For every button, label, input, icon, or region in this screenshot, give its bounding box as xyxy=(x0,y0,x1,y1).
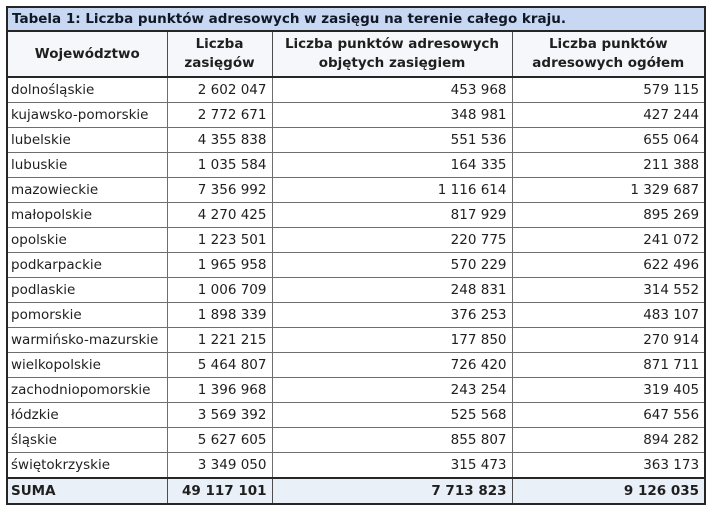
document-page: Tabela 1: Liczba punktów adresowych w za… xyxy=(6,6,707,505)
summary-punkty-objete: 7 713 823 xyxy=(271,477,513,505)
punkty-objete-cell: 855 807 xyxy=(271,427,513,453)
wojewodztwo-cell: wielkopolskie xyxy=(6,352,168,378)
liczba-zasiegow-cell: 7 356 992 xyxy=(166,177,273,203)
address-points-table: Tabela 1: Liczba punktów adresowych w za… xyxy=(6,6,707,505)
punkty-objete-cell: 551 536 xyxy=(271,127,513,153)
summary-row: SUMA 49 117 101 7 713 823 9 126 035 xyxy=(6,477,706,505)
liczba-zasiegow-cell: 5 464 807 xyxy=(166,352,273,378)
punkty-ogolem-cell: 655 064 xyxy=(511,127,706,153)
table-row: świętokrzyskie 3 349 050 315 473 363 173 xyxy=(6,452,706,479)
table-row: warmińsko-mazurskie 1 221 215 177 850 27… xyxy=(6,327,706,353)
punkty-ogolem-cell: 211 388 xyxy=(511,152,706,178)
wojewodztwo-cell: zachodniopomorskie xyxy=(6,377,168,403)
punkty-objete-cell: 243 254 xyxy=(271,377,513,403)
wojewodztwo-cell: lubelskie xyxy=(6,127,168,153)
summary-punkty-ogolem: 9 126 035 xyxy=(511,477,706,505)
liczba-zasiegow-cell: 1 035 584 xyxy=(166,152,273,178)
table-row: lubelskie 4 355 838 551 536 655 064 xyxy=(6,127,706,153)
table-row: podkarpackie 1 965 958 570 229 622 496 xyxy=(6,252,706,278)
punkty-ogolem-cell: 314 552 xyxy=(511,277,706,303)
punkty-ogolem-cell: 871 711 xyxy=(511,352,706,378)
table-header-row: Województwo Liczba zasięgów Liczba punkt… xyxy=(6,31,706,78)
wojewodztwo-cell: pomorskie xyxy=(6,302,168,328)
punkty-ogolem-cell: 1 329 687 xyxy=(511,177,706,203)
punkty-objete-cell: 726 420 xyxy=(271,352,513,378)
table-row: wielkopolskie 5 464 807 726 420 871 711 xyxy=(6,352,706,378)
wojewodztwo-cell: warmińsko-mazurskie xyxy=(6,327,168,353)
punkty-objete-cell: 453 968 xyxy=(271,76,513,103)
table-row: mazowieckie 7 356 992 1 116 614 1 329 68… xyxy=(6,177,706,203)
punkty-ogolem-cell: 270 914 xyxy=(511,327,706,353)
column-header-wojewodztwo: Województwo xyxy=(6,31,168,78)
liczba-zasiegow-cell: 5 627 605 xyxy=(166,427,273,453)
table-row: małopolskie 4 270 425 817 929 895 269 xyxy=(6,202,706,228)
wojewodztwo-cell: łódzkie xyxy=(6,402,168,428)
wojewodztwo-cell: śląskie xyxy=(6,427,168,453)
punkty-ogolem-cell: 363 173 xyxy=(511,452,706,479)
table-title: Tabela 1: Liczba punktów adresowych w za… xyxy=(7,7,706,32)
liczba-zasiegow-cell: 1 223 501 xyxy=(166,227,273,253)
liczba-zasiegow-cell: 3 349 050 xyxy=(166,452,273,479)
table-row: dolnośląskie 2 602 047 453 968 579 115 xyxy=(6,76,706,103)
table-row: podlaskie 1 006 709 248 831 314 552 xyxy=(6,277,706,303)
punkty-objete-cell: 525 568 xyxy=(271,402,513,428)
punkty-ogolem-cell: 622 496 xyxy=(511,252,706,278)
punkty-ogolem-cell: 894 282 xyxy=(511,427,706,453)
punkty-objete-cell: 348 981 xyxy=(271,102,513,128)
table-row: śląskie 5 627 605 855 807 894 282 xyxy=(6,427,706,453)
column-header-liczba-zasiegow: Liczba zasięgów xyxy=(166,31,273,78)
punkty-objete-cell: 376 253 xyxy=(271,302,513,328)
wojewodztwo-cell: podkarpackie xyxy=(6,252,168,278)
punkty-objete-cell: 164 335 xyxy=(271,152,513,178)
wojewodztwo-cell: opolskie xyxy=(6,227,168,253)
punkty-objete-cell: 177 850 xyxy=(271,327,513,353)
liczba-zasiegow-cell: 4 355 838 xyxy=(166,127,273,153)
liczba-zasiegow-cell: 1 396 968 xyxy=(166,377,273,403)
column-header-punkty-objete-zasiegiem: Liczba punktów adresowych objętych zasię… xyxy=(271,31,513,78)
liczba-zasiegow-cell: 1 898 339 xyxy=(166,302,273,328)
punkty-objete-cell: 248 831 xyxy=(271,277,513,303)
punkty-ogolem-cell: 319 405 xyxy=(511,377,706,403)
liczba-zasiegow-cell: 4 270 425 xyxy=(166,202,273,228)
liczba-zasiegow-cell: 1 965 958 xyxy=(166,252,273,278)
table-foot: SUMA 49 117 101 7 713 823 9 126 035 xyxy=(6,477,706,505)
punkty-objete-cell: 315 473 xyxy=(271,452,513,479)
punkty-ogolem-cell: 579 115 xyxy=(511,76,706,103)
wojewodztwo-cell: świętokrzyskie xyxy=(6,452,168,479)
table-row: zachodniopomorskie 1 396 968 243 254 319… xyxy=(6,377,706,403)
table-row: pomorskie 1 898 339 376 253 483 107 xyxy=(6,302,706,328)
liczba-zasiegow-cell: 3 569 392 xyxy=(166,402,273,428)
table-body: dolnośląskie 2 602 047 453 968 579 115 k… xyxy=(6,76,706,479)
punkty-objete-cell: 1 116 614 xyxy=(271,177,513,203)
punkty-ogolem-cell: 241 072 xyxy=(511,227,706,253)
table-head: Tabela 1: Liczba punktów adresowych w za… xyxy=(6,7,706,78)
liczba-zasiegow-cell: 2 602 047 xyxy=(166,76,273,103)
liczba-zasiegow-cell: 1 221 215 xyxy=(166,327,273,353)
table-row: łódzkie 3 569 392 525 568 647 556 xyxy=(6,402,706,428)
punkty-ogolem-cell: 427 244 xyxy=(511,102,706,128)
wojewodztwo-cell: kujawsko-pomorskie xyxy=(6,102,168,128)
summary-liczba-zasiegow: 49 117 101 xyxy=(166,477,273,505)
table-title-row: Tabela 1: Liczba punktów adresowych w za… xyxy=(7,7,706,32)
liczba-zasiegow-cell: 2 772 671 xyxy=(166,102,273,128)
punkty-ogolem-cell: 895 269 xyxy=(511,202,706,228)
wojewodztwo-cell: małopolskie xyxy=(6,202,168,228)
wojewodztwo-cell: dolnośląskie xyxy=(6,76,168,103)
wojewodztwo-cell: podlaskie xyxy=(6,277,168,303)
table-row: kujawsko-pomorskie 2 772 671 348 981 427… xyxy=(6,102,706,128)
punkty-ogolem-cell: 483 107 xyxy=(511,302,706,328)
punkty-objete-cell: 220 775 xyxy=(271,227,513,253)
column-header-punkty-ogolem: Liczba punktów adresowych ogółem xyxy=(511,31,706,78)
table-row: opolskie 1 223 501 220 775 241 072 xyxy=(6,227,706,253)
liczba-zasiegow-cell: 1 006 709 xyxy=(166,277,273,303)
wojewodztwo-cell: mazowieckie xyxy=(6,177,168,203)
punkty-objete-cell: 817 929 xyxy=(271,202,513,228)
wojewodztwo-cell: lubuskie xyxy=(6,152,168,178)
summary-label: SUMA xyxy=(6,477,168,505)
punkty-ogolem-cell: 647 556 xyxy=(511,402,706,428)
punkty-objete-cell: 570 229 xyxy=(271,252,513,278)
table-row: lubuskie 1 035 584 164 335 211 388 xyxy=(6,152,706,178)
